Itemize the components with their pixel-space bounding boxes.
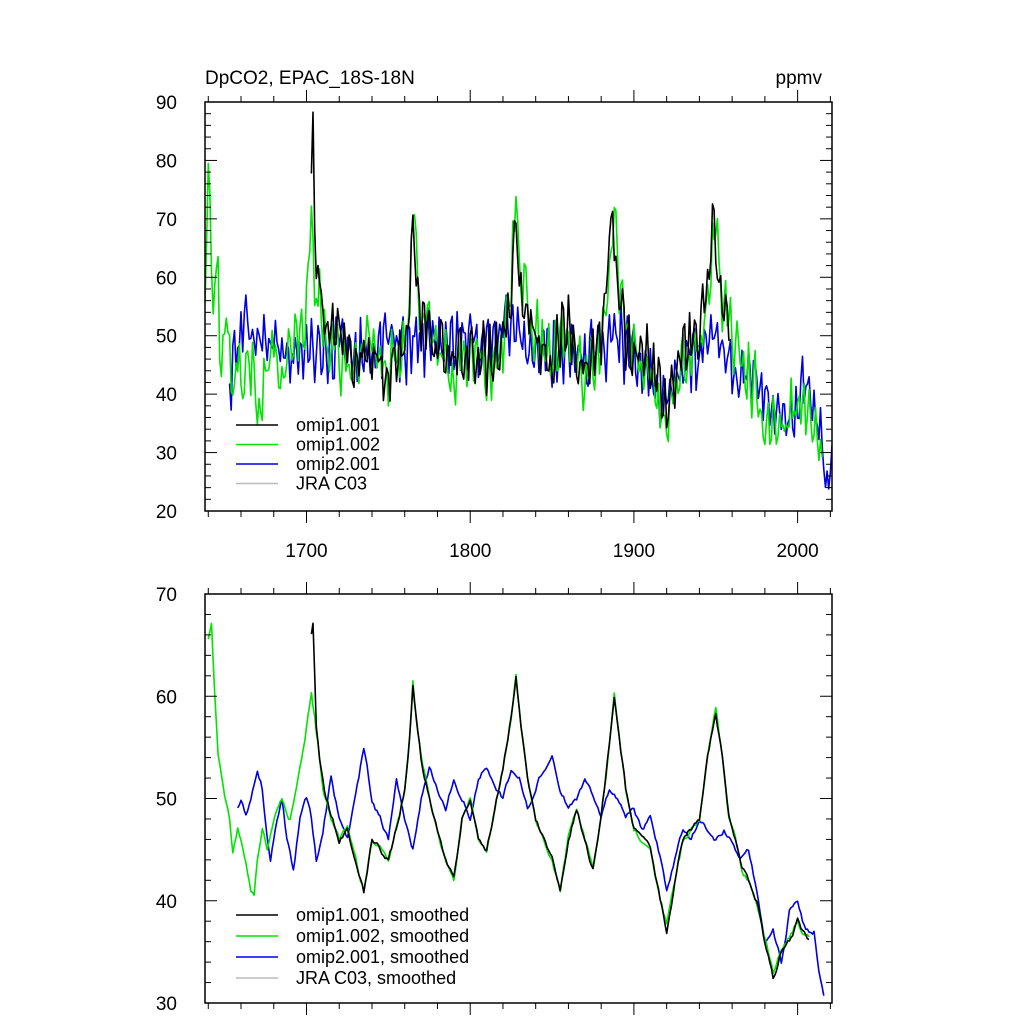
x-tick-label: 1700	[285, 541, 327, 562]
panel-bottom: 30 40 50 60 70 omip1.001, smoothed omip1.002…	[156, 582, 833, 1015]
legend-label: omip1.002	[296, 435, 380, 455]
legend: omip1.001 omip1.002 omip2.001 JRA C03	[236, 415, 380, 494]
legend: omip1.001, smoothed omip1.002, smoothed …	[236, 905, 469, 988]
legend-label: omip2.001, smoothed	[296, 947, 469, 967]
x-tick-label: 2000	[776, 541, 818, 562]
tick-layer: 20 30 40 50 60 70 80 90 1700 1800 1900 2000	[156, 90, 832, 562]
legend-item: omip1.002	[236, 435, 380, 455]
y-tick-label: 90	[156, 93, 177, 114]
y-tick-label: 60	[156, 687, 177, 708]
y-tick-label: 30	[156, 994, 177, 1015]
legend-label: omip1.001	[296, 415, 380, 435]
legend-label: JRA C03, smoothed	[296, 968, 456, 988]
chart-title: DpCO2, EPAC_18S-18N	[205, 68, 415, 89]
legend-label: omip2.001	[296, 454, 380, 474]
series-layer	[205, 111, 832, 490]
legend-item: JRA C03, smoothed	[236, 968, 456, 988]
y-tick-label: 40	[156, 385, 177, 406]
series-line-omip1-001-smoothed	[310, 622, 810, 980]
x-tick-label: 1800	[449, 541, 491, 562]
legend-label: omip1.002, smoothed	[296, 926, 469, 946]
legend-item: omip2.001	[236, 454, 380, 474]
y-tick-label: 40	[156, 892, 177, 913]
y-tick-label: 50	[156, 790, 177, 811]
legend-item: JRA C03	[236, 474, 367, 494]
tick-layer: 30 40 50 60 70	[156, 582, 832, 1015]
legend-item: omip2.001, smoothed	[236, 947, 469, 967]
legend-item: omip1.001, smoothed	[236, 905, 469, 925]
series-layer	[207, 622, 825, 996]
panel-top: 20 30 40 50 60 70 80 90 1700 1800 1900 2000 DpCO2, …	[156, 68, 833, 562]
legend-item: omip1.001	[236, 415, 380, 435]
y-tick-label: 20	[156, 502, 177, 523]
y-tick-label: 70	[156, 585, 177, 606]
legend-label: JRA C03	[296, 474, 367, 494]
series-line-omip2-001-smoothed	[237, 747, 825, 996]
series-line-omip1-001	[310, 111, 730, 429]
y-tick-label: 70	[156, 210, 177, 231]
y-tick-label: 50	[156, 327, 177, 348]
y-tick-label: 80	[156, 151, 177, 172]
legend-label: omip1.001, smoothed	[296, 905, 469, 925]
units-label: ppmv	[776, 68, 823, 89]
y-tick-label: 30	[156, 444, 177, 465]
plot-frame	[204, 101, 833, 512]
legend-item: omip1.002, smoothed	[236, 926, 469, 946]
x-tick-label: 1900	[613, 541, 655, 562]
y-tick-label: 60	[156, 268, 177, 289]
